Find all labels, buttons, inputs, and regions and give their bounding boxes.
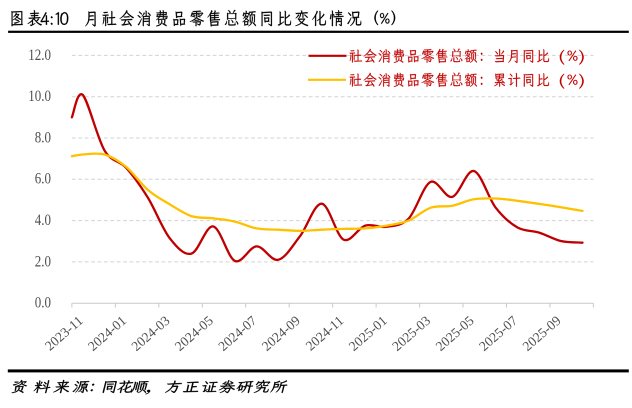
svg-text:2.0: 2.0 [35,253,51,270]
svg-text:6.0: 6.0 [35,171,51,188]
svg-text:8.0: 8.0 [35,129,51,146]
svg-text:10.0: 10.0 [28,88,51,105]
svg-text:12.0: 12.0 [28,47,51,64]
svg-text:4.0: 4.0 [35,212,51,229]
svg-text:0.0: 0.0 [35,295,51,312]
